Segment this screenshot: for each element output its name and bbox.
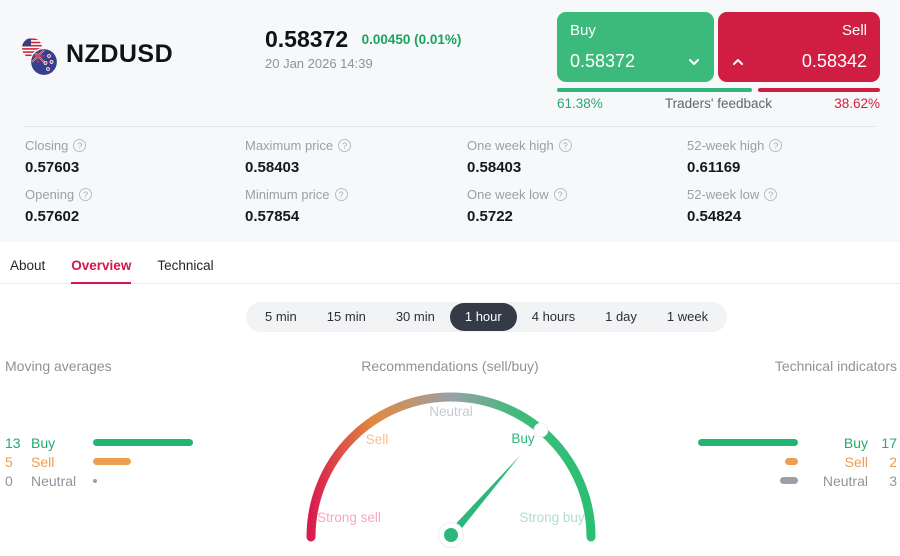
help-icon[interactable]: ? — [558, 139, 572, 152]
period-1day[interactable]: 1 day — [605, 309, 637, 324]
chevron-up-icon — [730, 54, 746, 70]
traders-feedback-labels: 61.38% Traders' feedback 38.62% — [557, 96, 880, 111]
moving-averages-rows: 13 Buy 5 Sell 0 Neutral — [5, 435, 193, 489]
gauge-label-sell: Sell — [366, 432, 389, 447]
sell-button-label: Sell — [841, 22, 867, 39]
feedback-title: Traders' feedback — [664, 96, 773, 111]
ma-buy-bar — [93, 439, 193, 446]
tab-about[interactable]: About — [10, 258, 46, 273]
technical-indicators-heading: Technical indicators — [774, 358, 897, 374]
stat-opening: Opening? 0.57602 — [25, 187, 245, 225]
period-1week[interactable]: 1 week — [666, 309, 709, 324]
gauge-label-strong-sell: Strong sell — [317, 510, 381, 525]
tab-bar: About Overview Technical — [0, 254, 900, 284]
buy-button-label: Buy — [570, 22, 596, 39]
ti-buy-bar — [698, 439, 798, 446]
period-selector: 5 min 15 min 30 min 1 hour 4 hours 1 day… — [246, 302, 728, 332]
help-icon[interactable]: ? — [764, 188, 778, 201]
technical-indicators-rows: Buy 17 Sell 2 Neutral 3 — [698, 435, 897, 489]
period-4hours[interactable]: 4 hours — [531, 309, 576, 324]
period-30min[interactable]: 30 min — [395, 309, 435, 324]
stat-minimum-price: Minimum price? 0.57854 — [245, 187, 467, 225]
stat-one-week-high: One week high? 0.58403 — [467, 138, 687, 176]
period-15min[interactable]: 15 min — [326, 309, 366, 324]
buy-price: 0.58372 — [570, 51, 636, 71]
gauge-marker — [533, 422, 549, 438]
tab-technical[interactable]: Technical — [157, 258, 214, 273]
gauge-arc — [306, 392, 596, 542]
recommendations-heading: Recommendations (sell/buy) — [361, 358, 539, 374]
price-block: 0.58372 0.00450 (0.01%) 20 Jan 2026 14:3… — [265, 26, 461, 71]
help-icon[interactable]: ? — [334, 188, 348, 201]
ti-row-sell: Sell 2 — [785, 454, 897, 470]
sell-price: 0.58342 — [801, 51, 867, 71]
ma-sell-bar — [93, 458, 131, 465]
ti-row-buy: Buy 17 — [698, 435, 897, 451]
help-icon[interactable]: ? — [338, 139, 352, 152]
tab-overview[interactable]: Overview — [71, 254, 132, 284]
divider — [24, 126, 876, 127]
sell-button[interactable]: Sell 0.58342 — [718, 12, 880, 82]
stat-maximum-price: Maximum price? 0.58403 — [245, 138, 467, 176]
stat-one-week-low: One week low? 0.5722 — [467, 187, 687, 225]
stat-52-week-high: 52-week high? 0.61169 — [687, 138, 900, 176]
nzdusd-pair-flag-icon — [20, 37, 60, 77]
ti-row-neutral: Neutral 3 — [780, 473, 897, 489]
summary-panel: NZDUSD 0.58372 0.00450 (0.01%) 20 Jan 20… — [0, 0, 900, 242]
help-icon[interactable]: ? — [769, 139, 783, 152]
current-price: 0.58372 — [265, 26, 349, 52]
traders-feedback-bar — [557, 88, 880, 92]
instrument-symbol: NZDUSD — [66, 40, 174, 68]
stats-grid: Closing? 0.57603 Maximum price? 0.58403 … — [25, 138, 900, 225]
quote-datetime: 20 Jan 2026 14:39 — [265, 56, 373, 71]
feedback-sell-segment — [757, 88, 880, 92]
gauge-pivot — [444, 528, 458, 542]
stat-closing: Closing? 0.57603 — [25, 138, 245, 176]
feedback-buy-pct: 61.38% — [557, 96, 603, 111]
feedback-sell-pct: 38.62% — [834, 96, 880, 111]
ma-row-sell: 5 Sell — [5, 454, 193, 470]
buy-button[interactable]: Buy 0.58372 — [557, 12, 714, 82]
help-icon[interactable]: ? — [79, 188, 93, 201]
gauge-label-buy: Buy — [511, 431, 535, 446]
ti-sell-bar — [785, 458, 798, 465]
gauge-label-strong-buy: Strong buy — [519, 510, 585, 525]
help-icon[interactable]: ? — [73, 139, 87, 152]
ti-neutral-bar — [780, 477, 798, 484]
ma-row-buy: 13 Buy — [5, 435, 193, 451]
gauge-needle — [447, 455, 521, 538]
ma-neutral-bar — [93, 478, 97, 483]
help-icon[interactable]: ? — [553, 188, 567, 201]
feedback-buy-segment — [557, 88, 752, 92]
stat-52-week-low: 52-week low? 0.54824 — [687, 187, 900, 225]
ma-row-neutral: 0 Neutral — [5, 473, 193, 489]
gauge-label-neutral: Neutral — [429, 404, 473, 419]
period-5min[interactable]: 5 min — [265, 309, 297, 324]
period-1hour[interactable]: 1 hour — [449, 303, 517, 331]
chevron-down-icon — [686, 54, 702, 70]
price-change: 0.00450 (0.01%) — [361, 32, 462, 47]
moving-averages-heading: Moving averages — [5, 358, 112, 374]
recommendations-gauge: Neutral Sell Buy Strong sell Strong buy — [281, 345, 621, 551]
